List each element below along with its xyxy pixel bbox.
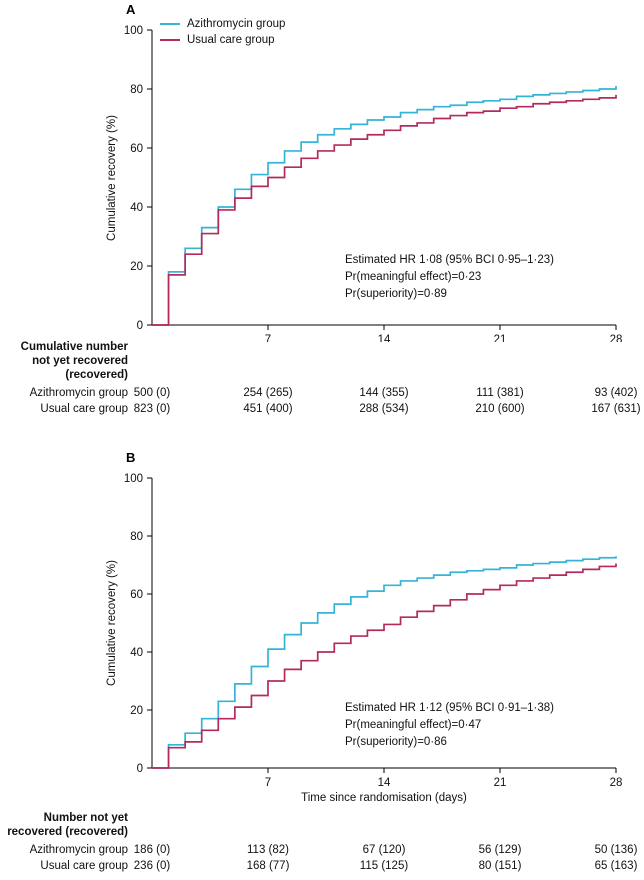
risk-value: 254 (265) xyxy=(243,387,293,399)
x-axis-label: Time since randomisation (days) xyxy=(301,792,467,804)
panel-a-annotation: Estimated HR 1·08 (95% BCI 0·95–1·23) Pr… xyxy=(345,252,554,303)
azithromycin-line-swatch xyxy=(160,22,180,26)
y-tick-label: 100 xyxy=(124,473,143,485)
y-tick-label: 20 xyxy=(130,705,143,717)
legend-label-usual-care: Usual care group xyxy=(187,34,275,46)
y-tick-label: 0 xyxy=(137,763,143,775)
usual-care-group-curve xyxy=(152,94,617,326)
risk-table-header-line: Number not yet xyxy=(43,812,128,824)
x-tick-label: 7 xyxy=(265,334,271,342)
y-tick-label: 80 xyxy=(130,531,143,543)
risk-row-label: Usual care group xyxy=(40,403,128,415)
usual-care-line-swatch xyxy=(160,38,180,42)
panel-b-annotation: Estimated HR 1·12 (95% BCI 0·91–1·38) Pr… xyxy=(345,700,554,751)
risk-table-header-line: not yet recovered xyxy=(32,355,128,367)
y-tick-label: 40 xyxy=(130,202,143,214)
panel-a-pr-meaningful-text: Pr(meaningful effect)=0·23 xyxy=(345,271,482,283)
panel-b-hr-text: Estimated HR 1·12 (95% BCI 0·91–1·38) xyxy=(345,702,555,714)
panel-b-label: B xyxy=(126,450,136,465)
risk-table-header-line: recovered (recovered) xyxy=(7,826,128,838)
risk-value: 210 (600) xyxy=(475,403,525,415)
x-tick-label: 28 xyxy=(610,334,623,342)
panel-a-legend: Azithromycin group Usual care group xyxy=(160,16,285,48)
risk-value: 67 (120) xyxy=(362,844,406,856)
usual-care-group-curve xyxy=(152,563,617,769)
panel-a-hr-text: Estimated HR 1·08 (95% BCI 0·95–1·23) xyxy=(345,254,555,266)
x-tick-label: 14 xyxy=(378,334,391,342)
panel-b-y-axis-label: Cumulative recovery (%) xyxy=(106,560,118,686)
risk-row-label: Usual care group xyxy=(40,860,128,872)
panel-a-label: A xyxy=(126,2,136,17)
risk-value: 56 (129) xyxy=(478,844,522,856)
y-tick-label: 20 xyxy=(130,261,143,273)
risk-value: 451 (400) xyxy=(243,403,293,415)
risk-row-label: Azithromycin group xyxy=(29,844,128,856)
risk-value: 50 (136) xyxy=(594,844,638,856)
risk-value: 500 (0) xyxy=(133,387,171,399)
legend-label-azithromycin: Azithromycin group xyxy=(187,18,286,30)
panel-a-y-axis-label: Cumulative recovery (%) xyxy=(106,115,118,241)
risk-value: 288 (534) xyxy=(359,403,409,415)
panel-a-plot: 0 20 40 60 80 100 7 14 21 28 xyxy=(124,25,623,342)
risk-value: 80 (151) xyxy=(478,860,522,872)
risk-value: 115 (125) xyxy=(359,860,409,872)
risk-value: 113 (82) xyxy=(247,844,289,856)
panel-b-pr-superiority-text: Pr(superiority)=0·86 xyxy=(345,736,447,748)
x-tick-label: 21 xyxy=(494,334,507,342)
risk-value: 236 (0) xyxy=(133,860,171,872)
legend-item-azithromycin: Azithromycin group xyxy=(160,16,285,32)
y-tick-label: 0 xyxy=(137,320,143,332)
risk-value: 167 (631) xyxy=(591,403,641,415)
risk-value: 186 (0) xyxy=(133,844,171,856)
panel-b-plot: 0 20 40 60 80 100 7 14 21 28 xyxy=(124,473,623,789)
panel-b-risk-table: Number not yet recovered (recovered) Azith… xyxy=(0,812,644,880)
risk-value: 111 (381) xyxy=(476,387,524,399)
x-tick-label: 7 xyxy=(265,777,271,789)
risk-value: 65 (163) xyxy=(594,860,638,872)
legend-item-usual-care: Usual care group xyxy=(160,32,285,48)
panel-a-pr-superiority-text: Pr(superiority)=0·89 xyxy=(345,288,447,300)
risk-value: 823 (0) xyxy=(133,403,171,415)
azithromycin-group-curve xyxy=(152,556,617,769)
x-tick-label: 21 xyxy=(494,777,507,789)
y-tick-label: 60 xyxy=(130,589,143,601)
risk-value: 168 (77) xyxy=(246,860,290,872)
x-tick-label: 28 xyxy=(610,777,623,789)
risk-table-header-line: (recovered) xyxy=(65,369,128,381)
risk-table-header-line: Cumulative number xyxy=(20,341,128,353)
panel-a-risk-table: Cumulative number not yet recovered (recov… xyxy=(0,341,644,441)
y-tick-label: 60 xyxy=(130,143,143,155)
x-tick-label: 14 xyxy=(378,777,391,789)
panel-b-pr-meaningful-text: Pr(meaningful effect)=0·47 xyxy=(345,719,482,731)
y-tick-label: 100 xyxy=(124,25,143,37)
risk-row-label: Azithromycin group xyxy=(29,387,128,399)
y-tick-label: 40 xyxy=(130,647,143,659)
risk-value: 93 (402) xyxy=(594,387,638,399)
risk-value: 144 (355) xyxy=(359,387,409,399)
y-tick-label: 80 xyxy=(130,84,143,96)
